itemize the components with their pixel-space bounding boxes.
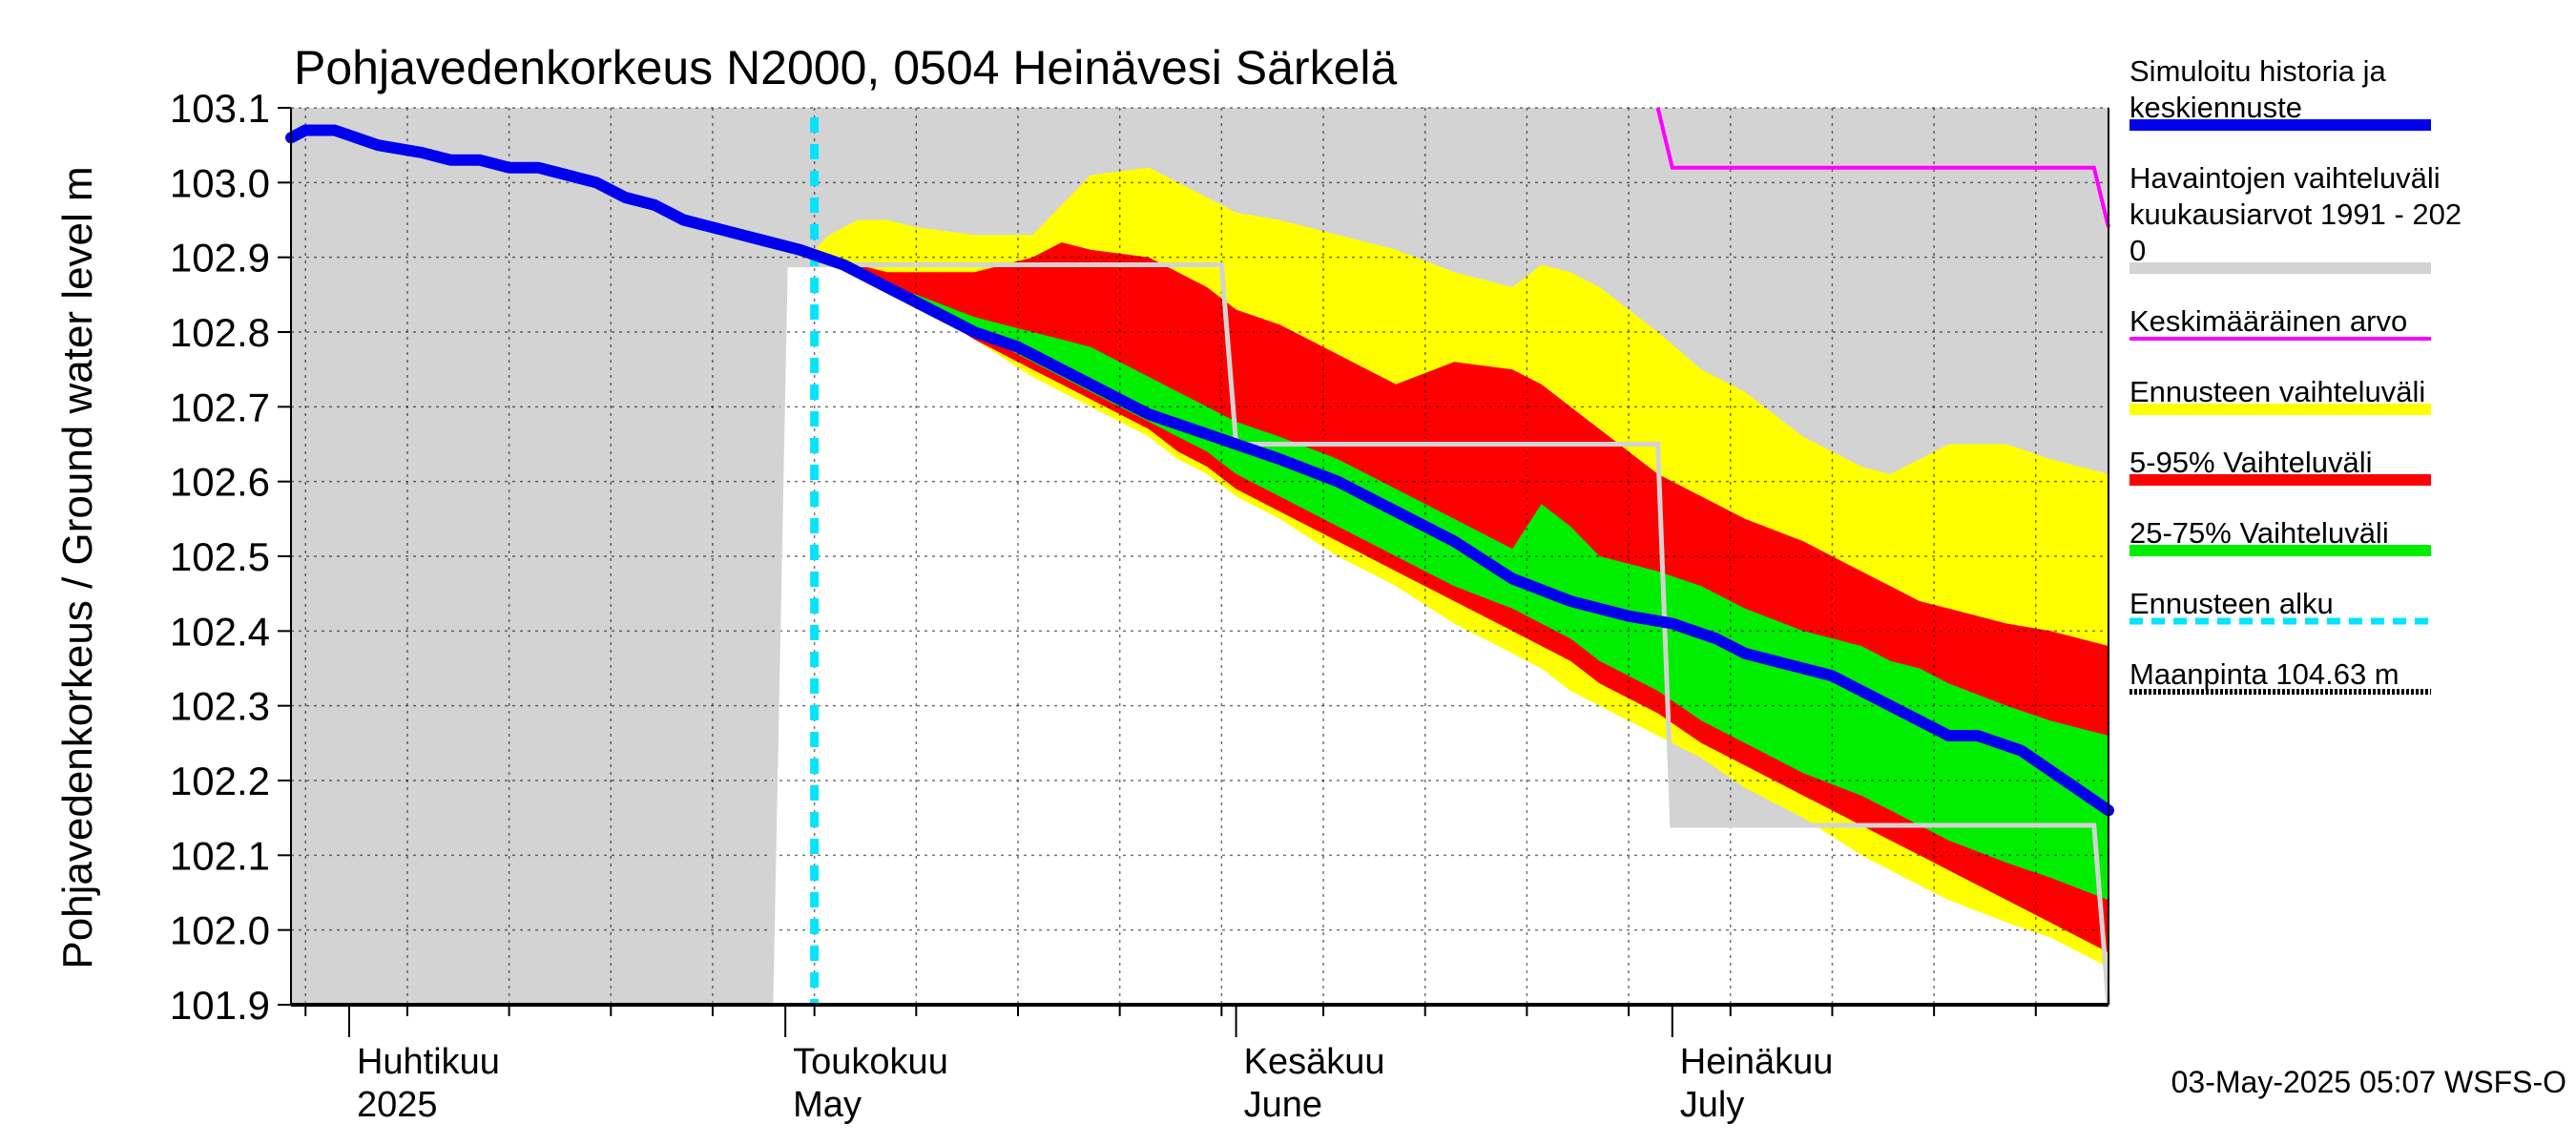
legend-label: kuukausiarvot 1991 - 202 (2129, 198, 2462, 231)
p5-95-band (814, 242, 2109, 953)
month-label-en: June (1244, 1085, 1322, 1125)
month-label-fi: Heinäkuu (1680, 1042, 1834, 1082)
y-tick-label: 102.0 (170, 908, 270, 953)
legend-label: Ennusteen vaihteluväli (2129, 375, 2425, 408)
month-label-en: 2025 (357, 1085, 438, 1125)
month-label-en: May (793, 1085, 862, 1125)
y-tick-label: 103.1 (170, 86, 270, 131)
simulated-line (285, 124, 2114, 817)
y-axis-label: Pohjavedenkorkeus / Ground water level m (54, 166, 101, 968)
y-tick-label: 103.0 (170, 160, 270, 205)
legend-label: 0 (2129, 234, 2146, 267)
y-tick-label: 102.9 (170, 236, 270, 281)
plot-overlay (285, 107, 2114, 1008)
month-label-fi: Huhtikuu (357, 1042, 500, 1082)
y-tick-label: 102.8 (170, 310, 270, 355)
legend-label: 5-95% Vaihteluväli (2129, 446, 2372, 479)
legend-label: Keskimääräinen arvo (2129, 304, 2407, 338)
legend-label: Simuloitu historia ja (2129, 54, 2387, 88)
month-label-en: July (1680, 1085, 1745, 1125)
y-tick-label: 102.5 (170, 534, 270, 579)
month-label-fi: Kesäkuu (1244, 1042, 1385, 1082)
legend-label: keskiennuste (2129, 91, 2302, 124)
axes: 103.1 103.0 102.9 102.8 102.7 102.6 102.5 102.4… (170, 86, 2109, 1125)
y-tick-label: 101.9 (170, 983, 270, 1028)
y-tick-label: 102.4 (170, 609, 270, 654)
y-tick-label: 102.1 (170, 833, 270, 878)
mean-line (1655, 107, 2110, 228)
plot-area (291, 108, 2109, 1005)
y-tick-label: 102.6 (170, 460, 270, 505)
legend-label: Ennusteen alku (2129, 587, 2334, 620)
y-tick-label: 102.2 (170, 759, 270, 803)
month-label-fi: Toukokuu (793, 1042, 948, 1082)
legend-label: 25-75% Vaihteluväli (2129, 516, 2389, 550)
y-tick-label: 102.7 (170, 385, 270, 429)
timestamp-label: 03-May-2025 05:07 WSFS-O (2171, 1065, 2566, 1099)
legend-label: Havaintojen vaihteluväli (2129, 161, 2441, 195)
y-tick-label: 102.3 (170, 684, 270, 729)
chart-title: Pohjavedenkorkeus N2000, 0504 Heinävesi … (294, 41, 1397, 94)
legend-label: Maanpinta 104.63 m (2129, 657, 2399, 691)
